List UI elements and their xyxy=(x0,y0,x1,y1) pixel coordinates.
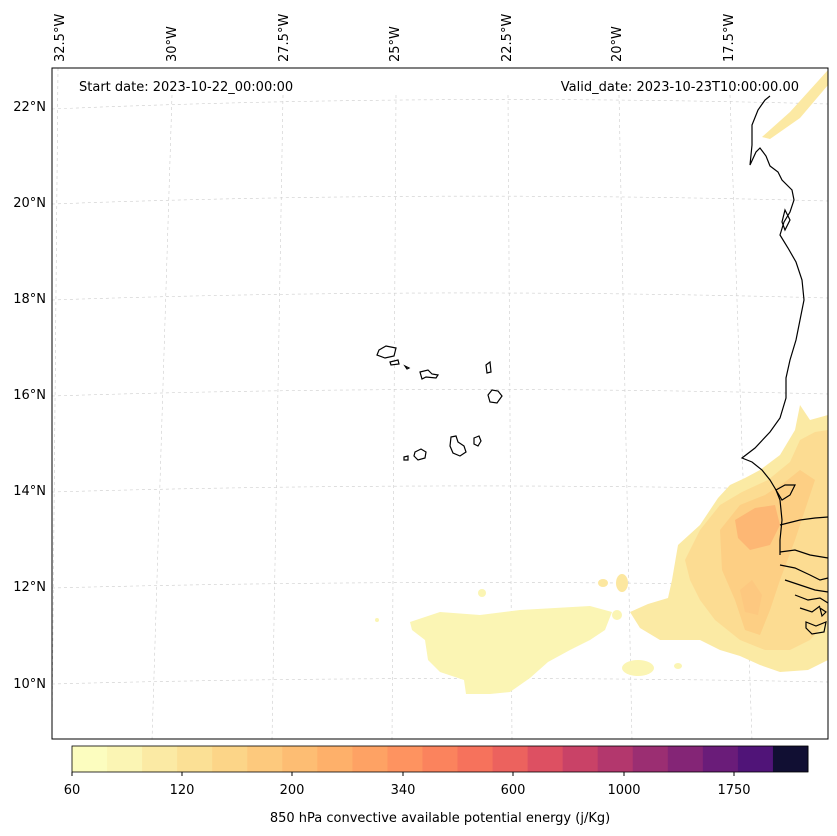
lat-label: 12°N xyxy=(13,580,46,595)
coastlines xyxy=(376,95,829,635)
longitude-labels: 32.5°W 30°W 27.5°W 25°W 22.5°W 20°W 17.5… xyxy=(53,14,737,62)
colorbar-cell xyxy=(562,746,599,772)
colorbar-cell xyxy=(142,746,178,772)
colorbar-cell xyxy=(737,746,774,772)
lat-label: 18°N xyxy=(13,292,46,307)
colorbar-cell xyxy=(492,746,529,772)
colorbar-cell xyxy=(352,746,388,772)
lon-label: 22.5°W xyxy=(500,14,515,62)
colorbar-title: 850 hPa convective available potential e… xyxy=(270,811,610,826)
colorbar-tick-label: 120 xyxy=(170,783,195,798)
colorbar-cell xyxy=(457,746,494,772)
colorbar-tick-label: 1750 xyxy=(717,783,750,798)
colorbar-tick-label: 600 xyxy=(501,783,526,798)
lon-label: 25°W xyxy=(388,26,403,62)
colorbar-cell xyxy=(667,746,704,772)
colorbar-cell xyxy=(247,746,283,772)
colorbar-cell xyxy=(177,746,213,772)
graticule xyxy=(51,67,829,741)
colorbar-tick-label: 60 xyxy=(64,783,81,798)
colorbar-cell xyxy=(107,746,143,772)
lon-label: 30°W xyxy=(165,26,180,62)
colorbar-cell xyxy=(282,746,318,772)
colorbar-tick-label: 340 xyxy=(391,783,416,798)
colorbar-frame xyxy=(71,745,809,773)
lat-label: 16°N xyxy=(13,388,46,403)
colorbar-tick-labels: 60 120 200 340 600 1000 1750 xyxy=(64,783,751,798)
cape-shading xyxy=(375,70,828,694)
lon-label: 20°W xyxy=(610,26,625,62)
colorbar-cell xyxy=(597,746,634,772)
colorbar-cell xyxy=(422,746,459,772)
lat-label: 20°N xyxy=(13,196,46,211)
colorbar-cell xyxy=(317,746,353,772)
colorbar xyxy=(72,746,809,772)
colorbar-cell xyxy=(527,746,564,772)
colorbar-cell xyxy=(702,746,739,772)
colorbar-cell xyxy=(387,746,423,772)
lat-label: 10°N xyxy=(13,677,46,692)
lon-label: 27.5°W xyxy=(277,14,292,62)
lat-label: 22°N xyxy=(13,100,46,115)
colorbar-cell xyxy=(632,746,669,772)
valid-date-label: Valid_date: 2023-10-23T10:00:00.00 xyxy=(561,80,799,95)
map-frame xyxy=(51,67,829,740)
lat-label: 14°N xyxy=(13,484,46,499)
colorbar-cell xyxy=(72,746,108,772)
colorbar-tick-label: 200 xyxy=(280,783,305,798)
lon-label: 32.5°W xyxy=(53,14,68,62)
latitude-labels: 22°N 20°N 18°N 16°N 14°N 12°N 10°N xyxy=(13,100,46,692)
colorbar-cell xyxy=(772,746,809,772)
colorbar-tick-label: 1000 xyxy=(607,783,640,798)
colorbar-cell xyxy=(212,746,248,772)
start-date-label: Start date: 2023-10-22_00:00:00 xyxy=(79,80,293,95)
lon-label: 17.5°W xyxy=(722,14,737,62)
colorbar-ticks xyxy=(71,772,735,776)
